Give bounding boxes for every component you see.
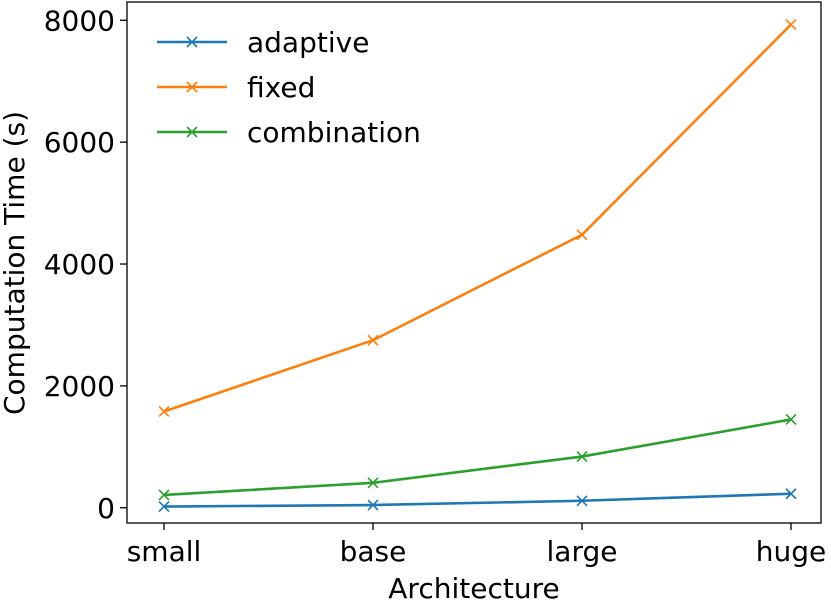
x-axis: small base large huge [127, 523, 827, 568]
data-point [576, 451, 588, 463]
data-point [367, 477, 379, 489]
data-point [158, 489, 170, 501]
legend-marker [186, 126, 198, 138]
y-tick-label: 8000 [44, 4, 115, 37]
data-point [785, 413, 797, 425]
y-axis-label: Computation Time (s) [0, 111, 31, 415]
data-point [576, 229, 588, 241]
y-tick-label: 2000 [44, 370, 115, 403]
data-point [158, 405, 170, 418]
data-point [785, 18, 797, 31]
series-line [163, 23, 792, 413]
series-fixed [158, 18, 797, 418]
y-tick-label: 6000 [44, 126, 115, 159]
y-axis: 0 2000 4000 6000 8000 [44, 4, 127, 525]
legend-marker [186, 36, 198, 48]
x-axis-label: Architecture [388, 572, 559, 605]
data-point [367, 334, 379, 346]
x-tick-label: huge [756, 535, 827, 568]
legend-label: fixed [247, 71, 315, 104]
legend-marker [186, 81, 198, 93]
legend-label: combination [247, 116, 421, 149]
axes-frame [126, 1, 822, 524]
x-tick-label: large [547, 535, 618, 568]
data-point [576, 495, 588, 507]
data-point [367, 499, 379, 511]
y-tick-label: 4000 [44, 248, 115, 281]
series-combination [158, 413, 797, 501]
data-point [785, 488, 797, 500]
x-tick-label: small [127, 535, 202, 568]
series-line [163, 492, 792, 508]
x-tick-label: base [340, 535, 407, 568]
legend: adaptive fixed combination [157, 26, 421, 149]
legend-label: adaptive [247, 26, 369, 59]
data-point [158, 500, 170, 513]
series-adaptive [158, 488, 797, 513]
series-line [163, 418, 792, 497]
y-tick-label: 0 [97, 492, 115, 525]
plot-area [158, 18, 797, 513]
